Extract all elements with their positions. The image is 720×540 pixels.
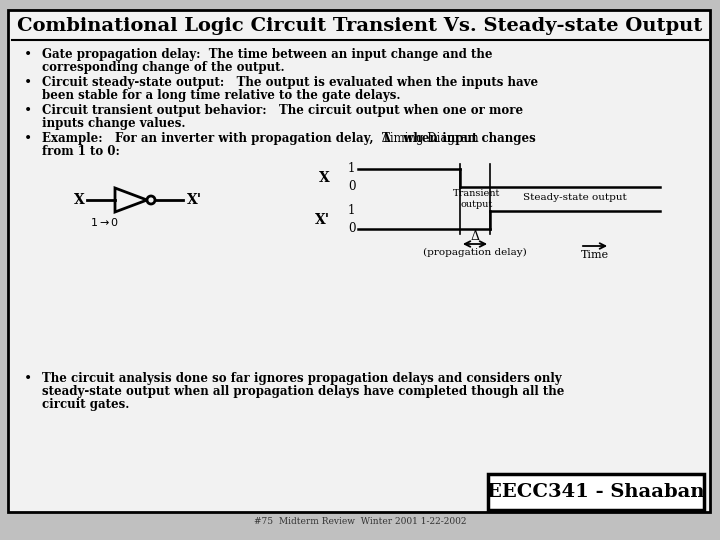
Text: •: • [24,48,32,62]
Text: X': X' [187,193,202,207]
Text: Steady-state output: Steady-state output [523,192,627,201]
Text: X: X [74,193,85,207]
Text: Transient
output: Transient output [454,190,500,208]
Text: Circuit transient output behavior:   The circuit output when one or more: Circuit transient output behavior: The c… [42,104,523,117]
Text: Combinational Logic Circuit Transient Vs. Steady-state Output: Combinational Logic Circuit Transient Vs… [17,17,703,35]
Text: X: X [319,171,330,185]
Text: inputs change values.: inputs change values. [42,117,186,130]
Text: Example:   For an inverter with propagation delay,  Δ   when input changes: Example: For an inverter with propagatio… [42,132,536,145]
Text: X': X' [315,213,330,227]
Text: •: • [24,76,32,90]
Text: EECC341 - Shaaban: EECC341 - Shaaban [487,483,705,501]
Text: •: • [24,372,32,386]
Text: Timing Diagram: Timing Diagram [382,132,478,145]
Text: $1 \rightarrow 0$: $1 \rightarrow 0$ [91,216,120,228]
Text: 1: 1 [348,205,356,218]
Text: Time: Time [581,250,609,260]
Text: •: • [24,104,32,118]
Text: Circuit steady-state output:   The output is evaluated when the inputs have: Circuit steady-state output: The output … [42,76,538,89]
Text: circuit gates.: circuit gates. [42,398,130,411]
Text: •: • [24,132,32,146]
Text: Δ: Δ [470,230,480,243]
Text: #75  Midterm Review  Winter 2001 1-22-2002: #75 Midterm Review Winter 2001 1-22-2002 [253,517,467,526]
Text: 0: 0 [348,222,356,235]
Text: corresponding change of the output.: corresponding change of the output. [42,61,284,74]
Bar [488,474,704,510]
Text: (propagation delay): (propagation delay) [423,248,527,257]
Text: been stable for a long time relative to the gate delays.: been stable for a long time relative to … [42,89,400,102]
Text: 1: 1 [348,163,356,176]
Text: 0: 0 [348,180,356,193]
Text: Gate propagation delay:  The time between an input change and the: Gate propagation delay: The time between… [42,48,492,61]
Text: The circuit analysis done so far ignores propagation delays and considers only: The circuit analysis done so far ignores… [42,372,562,385]
Text: steady-state output when all propagation delays have completed though all the: steady-state output when all propagation… [42,385,564,398]
Text: from 1 to 0:: from 1 to 0: [42,145,120,158]
